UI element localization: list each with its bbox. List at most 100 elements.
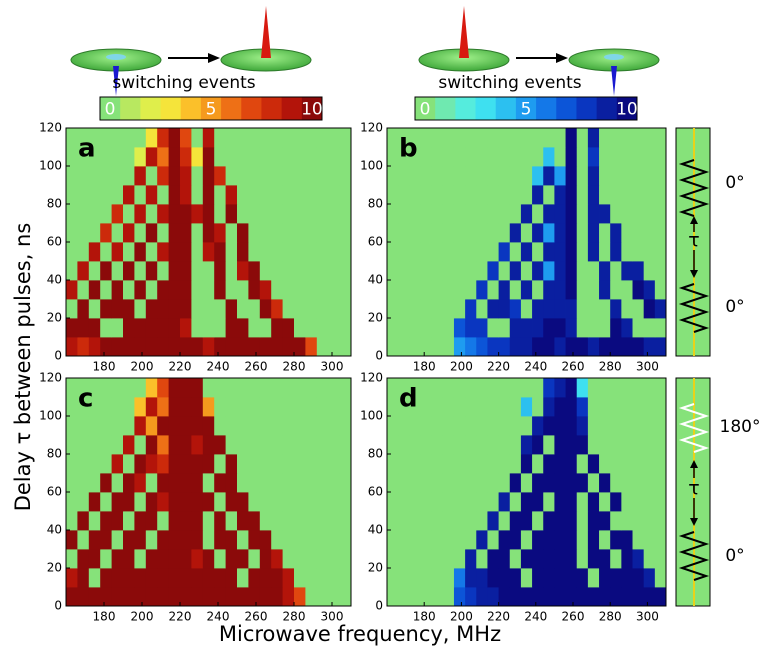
heatmap-cell (587, 587, 600, 607)
heatmap-cell (509, 549, 522, 569)
heatmap-cell (157, 549, 169, 569)
heatmap-cell (431, 416, 444, 436)
heatmap-cell (214, 128, 226, 148)
heatmap-cell (191, 397, 204, 417)
heatmap-cell (294, 416, 306, 436)
heatmap-cell (543, 587, 555, 607)
colorbar-cell (100, 97, 121, 120)
heatmap-cell (294, 261, 306, 281)
heatmap-cell (621, 166, 633, 186)
heatmap-cell (339, 318, 352, 338)
heatmap-cell (316, 530, 329, 550)
x-tick-label: 280 (283, 360, 306, 374)
heatmap-cell (409, 378, 421, 398)
heatmap-cell (476, 378, 488, 398)
heatmap-cell (610, 185, 622, 205)
heatmap-cell (339, 397, 352, 417)
heatmap-cell (157, 242, 169, 262)
heatmap-cell (225, 473, 238, 493)
heatmap-cell (632, 337, 645, 357)
heatmap-cell (565, 549, 578, 569)
heatmap-cell (632, 318, 645, 338)
heatmap-cell (191, 223, 204, 243)
heatmap-cell (431, 587, 444, 607)
x-tick-label: 280 (283, 610, 306, 624)
heatmap-cell (339, 568, 352, 588)
heatmap-cell (643, 185, 656, 205)
heatmap-cell (632, 147, 645, 167)
heatmap-cell (271, 435, 283, 455)
heatmap-cell (654, 166, 667, 186)
heatmap-cell (237, 397, 249, 417)
heatmap-cell (88, 204, 101, 224)
panel-label: d (399, 384, 418, 414)
heatmap-cell (77, 166, 90, 186)
heatmap-cell (398, 166, 410, 186)
heatmap-cell (431, 261, 444, 281)
colorbar-frame (414, 96, 638, 121)
heatmap-cell (632, 454, 645, 474)
heatmap-cell (565, 511, 578, 531)
heatmap-cell (123, 223, 135, 243)
heatmap-cell (487, 147, 499, 167)
heatmap-cell (387, 280, 399, 300)
heatmap-cell (191, 166, 204, 186)
heatmap-cell (202, 185, 215, 205)
heatmap-cell (565, 166, 578, 186)
heatmap-cell (100, 299, 112, 319)
heatmap-cell (621, 378, 633, 398)
heatmap-cell (88, 397, 101, 417)
heatmap-cell (532, 549, 544, 569)
heatmap-cell (543, 318, 555, 338)
heatmap-cell (587, 147, 600, 167)
heatmap-cell (282, 416, 295, 436)
heatmap-cell (180, 299, 192, 319)
heatmap-cell (294, 378, 306, 398)
heatmap-cell (554, 492, 566, 512)
heatmap-cell (453, 549, 466, 569)
heatmap-cell (576, 378, 589, 398)
y-tick-label: 60 (368, 235, 383, 249)
heatmap-cell (643, 166, 656, 186)
heatmap-cell (565, 337, 578, 357)
heatmap-cell (339, 223, 352, 243)
x-tick-label: 200 (450, 610, 473, 624)
heatmap-cell (100, 397, 112, 417)
heatmap-cell (180, 147, 192, 167)
heatmap-cell (225, 299, 238, 319)
heatmap-cell (202, 166, 215, 186)
heatmap-cell (111, 397, 124, 417)
heatmap-cell (259, 185, 272, 205)
heatmap-cell (643, 147, 656, 167)
heatmap-cell (632, 378, 645, 398)
heatmap-cell (431, 318, 444, 338)
heatmap-cell (487, 185, 499, 205)
heatmap-cell (294, 492, 306, 512)
heatmap-cell (180, 454, 192, 474)
heatmap-cell (66, 318, 78, 338)
heatmap-cell (259, 378, 272, 398)
heatmap-cell (543, 261, 555, 281)
heatmap-cell (643, 261, 656, 281)
heatmap-cell (123, 204, 135, 224)
heatmap-cell (453, 337, 466, 357)
heatmap-cell (387, 261, 399, 281)
colorbar-tick-label: 0 (105, 100, 116, 120)
heatmap-cell (576, 280, 589, 300)
x-tick-label: 240 (207, 610, 230, 624)
heatmap-cell (520, 337, 533, 357)
heatmap-cell (316, 492, 329, 512)
heatmap-cell (599, 549, 611, 569)
heatmap-cell (632, 280, 645, 300)
heatmap-cell (520, 416, 533, 436)
heatmap-cell (431, 454, 444, 474)
colorbar-cell (180, 97, 202, 120)
heatmap-cell (398, 397, 410, 417)
heatmap-cell (271, 204, 283, 224)
heatmap-cell (487, 299, 499, 319)
heatmap-cell (643, 337, 656, 357)
heatmap-cell (509, 530, 522, 550)
y-tick-label: 120 (360, 371, 383, 385)
heatmap-cell (180, 378, 192, 398)
heatmap-cell (543, 204, 555, 224)
